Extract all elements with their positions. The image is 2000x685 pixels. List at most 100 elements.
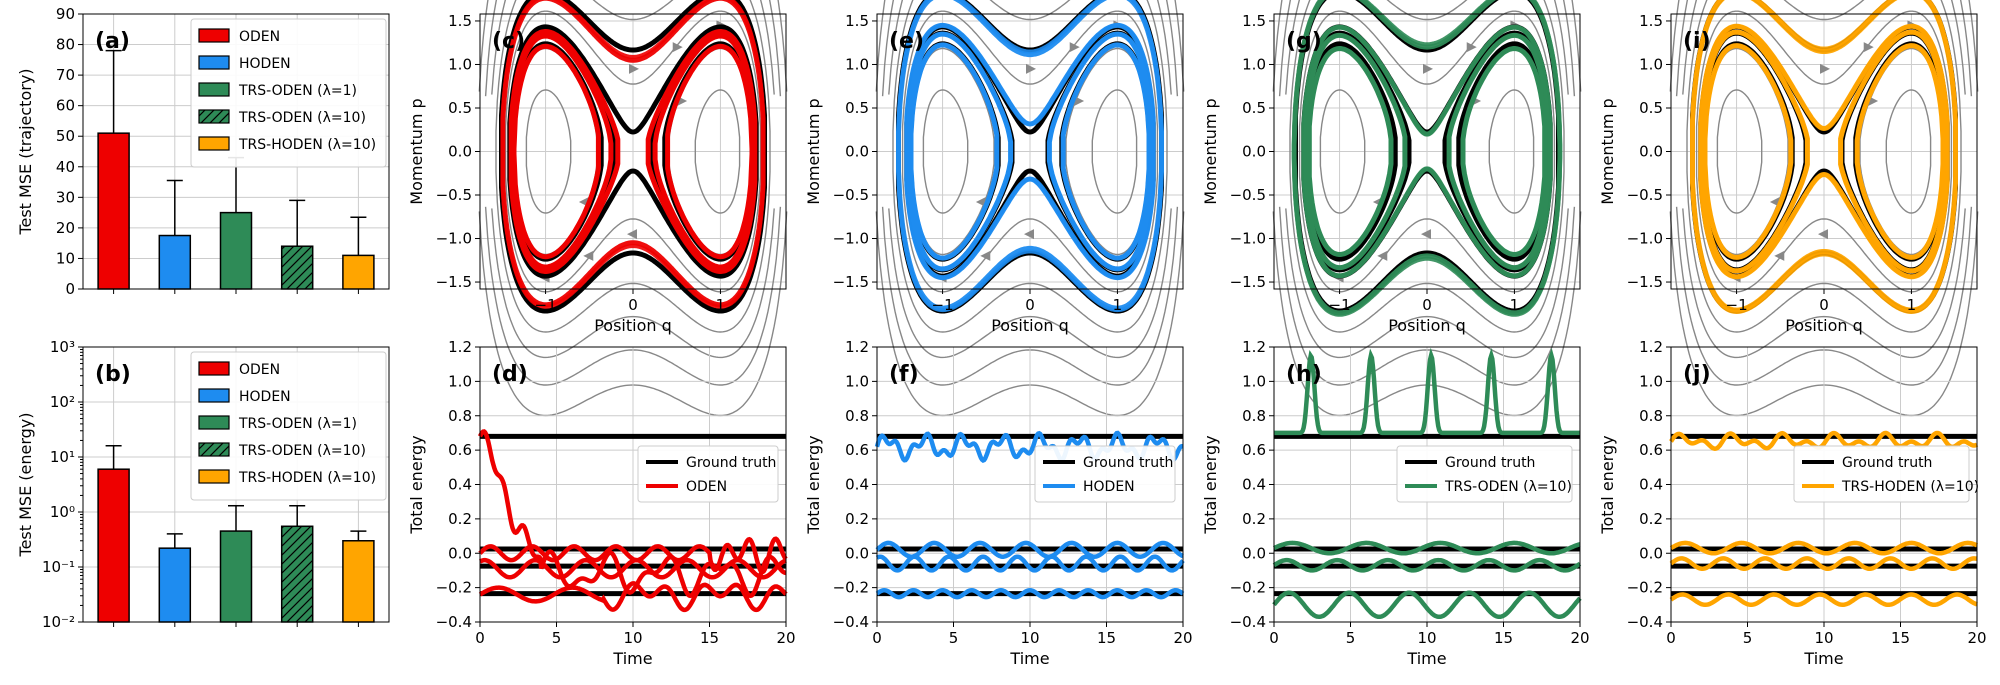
x-tick-label: 0: [475, 629, 485, 647]
legend-box: [1793, 445, 1970, 503]
panel-d: 0 5 10 15 20 −0.4 −0.2 0.0 0.2 0.4 0.6 0.8 1.0 1.2 Tim…: [407, 338, 796, 668]
model-orbit: [1460, 45, 1548, 258]
x-tick-label: −1: [1329, 296, 1351, 314]
energy-curve: [875, 587, 1185, 600]
y-axis-label: Total energy: [1201, 435, 1220, 534]
y-tick-label: 10: [56, 249, 75, 267]
y-tick-label: 0.6: [845, 441, 869, 459]
y-tick-label: −0.2: [1230, 579, 1266, 597]
stream-arrow: [1818, 229, 1828, 240]
y-tick-label: 0.0: [448, 143, 472, 161]
x-tick-label: 10: [1417, 629, 1436, 647]
y-tick-label: 0.5: [448, 99, 472, 117]
x-tick-label: 5: [1743, 629, 1753, 647]
x-tick-label: 15: [1097, 629, 1116, 647]
legend-swatch: [198, 82, 230, 97]
legend-entry: Ground truth: [686, 455, 776, 471]
y-tick-label: −0.4: [833, 613, 869, 631]
x-axis-label: Time: [1406, 649, 1446, 668]
energy-curve: [875, 540, 1184, 559]
y-tick-label: 1.0: [1242, 372, 1266, 390]
energy-curve: [1669, 556, 1978, 571]
legend: Ground truth TRS-ODEN (λ=10): [1396, 445, 1573, 503]
axes-frame: [1670, 13, 1978, 290]
y-tick-label: 50: [56, 127, 75, 145]
y-tick-label: 30: [56, 188, 75, 206]
energy-curve: [478, 581, 788, 613]
streamline: [1091, 89, 1138, 214]
stream-arrow: [975, 196, 986, 207]
energy-curve: [1274, 347, 1580, 436]
x-tick-label: 5: [1346, 629, 1356, 647]
y-tick-label: 0.5: [1639, 99, 1663, 117]
legend-box: [1396, 445, 1573, 503]
stream-arrow: [672, 42, 683, 53]
model-orbit: [508, 28, 621, 275]
legend-box: [190, 351, 387, 501]
y-tick-label: 0.2: [1639, 510, 1663, 528]
legend-swatch: [198, 109, 230, 124]
y-tick-label: 0.4: [1242, 476, 1266, 494]
y-tick-label: 1.0: [1639, 55, 1663, 73]
panel-b: 10⁻² 10⁻¹ 10⁰ 10¹ 10² 10³ Test MSE (energy) (b)…: [16, 338, 390, 631]
y-tick-label: −0.5: [1230, 186, 1266, 204]
y-tick-label: 10⁰: [50, 503, 75, 521]
x-axis-label: Time: [612, 649, 652, 668]
x-axis-label: Position q: [991, 316, 1069, 335]
x-tick-label: 1: [1510, 296, 1520, 314]
x-tick-label: 5: [552, 629, 562, 647]
y-tick-label: −1.5: [1230, 273, 1266, 291]
clipped: [478, 0, 788, 417]
stream-arrow: [629, 63, 639, 74]
energy-curve: [477, 429, 787, 599]
legend-entry: TRS-ODEN (λ=10): [238, 443, 366, 459]
y-axis-label: Momentum p: [1598, 98, 1617, 204]
y-tick-label: 0.6: [1639, 441, 1663, 459]
legend-entry: ODEN: [239, 362, 280, 378]
legend-swatch: [198, 388, 230, 403]
y-tick-label: −0.5: [1627, 186, 1663, 204]
y-axis-label: Momentum p: [1201, 98, 1220, 204]
y-tick-label: 0.2: [1242, 510, 1266, 528]
legend-swatch: [198, 361, 230, 376]
y-tick-label: 0.8: [448, 407, 472, 425]
y-tick-label: 0.8: [845, 407, 869, 425]
axes-frame: [82, 13, 390, 290]
bar-TRS-HODEN (λ=10): [342, 254, 375, 290]
x-tick-label: 0: [1269, 629, 1279, 647]
streamline: [892, 0, 1168, 333]
streamline: [1319, 89, 1366, 214]
legend: Ground truth HODEN: [1034, 445, 1176, 503]
x-tick-label: 1: [1907, 296, 1917, 314]
x-tick-label: 20: [1570, 629, 1589, 647]
panel-label: (b): [95, 362, 131, 387]
y-tick-label: −0.5: [436, 186, 472, 204]
model-orbit: [1854, 43, 1946, 260]
panel-f: 0 5 10 15 20 −0.4 −0.2 0.0 0.2 0.4 0.6 0.8 1.0 1.2 Tim…: [804, 338, 1193, 668]
x-tick-label: −1: [1726, 296, 1748, 314]
streamline: [1289, 0, 1565, 333]
panel-label: (c): [492, 29, 525, 54]
x-tick-label: 1: [1113, 296, 1123, 314]
bar-TRS-ODEN (λ=1): [219, 530, 253, 623]
streamline: [888, 208, 1172, 359]
legend-swatch: [198, 136, 230, 151]
energy-curve: [1272, 590, 1582, 620]
y-tick-label: −0.4: [1627, 613, 1663, 631]
y-tick-label: 1.5: [1639, 12, 1663, 30]
y-tick-label: 1.2: [1242, 338, 1266, 356]
x-axis-label: Position q: [594, 316, 672, 335]
y-axis-label: Test MSE (energy): [16, 413, 35, 558]
y-tick-label: 1.5: [448, 12, 472, 30]
y-tick-label: −0.5: [833, 186, 869, 204]
y-tick-label: 1.2: [845, 338, 869, 356]
axes-frame: [1273, 13, 1581, 290]
x-tick-label: 10: [1814, 629, 1833, 647]
energy-curve: [875, 554, 1185, 573]
panel-i: −1 0 1 −1.5 −1.0 −0.5 0.0 0.5 1.0 1.5 Position q Mo…: [1598, 0, 1979, 417]
x-tick-label: 10: [623, 629, 642, 647]
y-tick-label: 1.5: [1242, 12, 1266, 30]
legend-entry: ODEN: [686, 479, 727, 495]
model-orbit: [1690, 0, 1958, 315]
stream-arrow: [1024, 229, 1034, 240]
